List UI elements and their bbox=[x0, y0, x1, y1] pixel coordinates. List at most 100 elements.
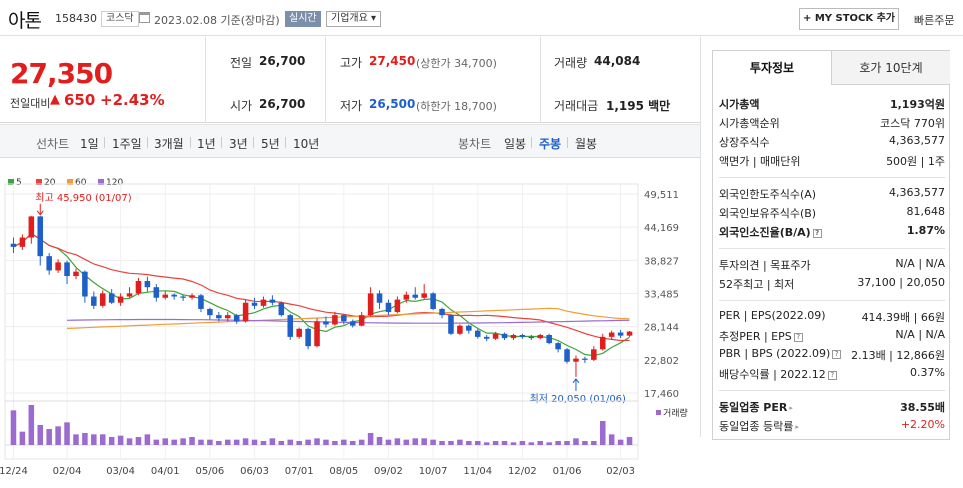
candle-body bbox=[564, 349, 570, 362]
info-value: 4,363,577 bbox=[889, 134, 945, 147]
divider bbox=[540, 37, 541, 123]
candle-body bbox=[376, 293, 383, 303]
volume-bar bbox=[314, 438, 320, 445]
help-icon[interactable]: ? bbox=[793, 333, 803, 342]
info-label-text: 시가총액 bbox=[719, 98, 760, 111]
price-summary: 27,350 전일대비 ▲ 650 +2.43% bbox=[0, 37, 700, 123]
info-value: 1.87% bbox=[906, 224, 945, 237]
period-3y[interactable]: 3년 bbox=[229, 137, 248, 151]
candle-body bbox=[537, 335, 544, 339]
volume-bar bbox=[546, 442, 552, 445]
candlestick-chart[interactable]: 17,460 22,802 28,144 33,485 38,827 44,169 49,5… bbox=[0, 159, 700, 488]
x-tick-label: 07/01 bbox=[285, 466, 314, 477]
candle-weekly[interactable]: 주봉 bbox=[539, 137, 562, 151]
info-label: 외국인한도주식수(A) bbox=[719, 186, 816, 202]
volume-bar bbox=[385, 439, 392, 445]
volume-bar bbox=[99, 434, 106, 445]
candle-chart-label: 봉차트 bbox=[458, 137, 492, 151]
candle-monthly[interactable]: 월봉 bbox=[575, 137, 598, 151]
candle-body bbox=[269, 299, 276, 303]
candle-body bbox=[332, 315, 338, 325]
legend-ma60: 60 bbox=[67, 178, 86, 188]
tab-orderbook[interactable]: 호가 10단계 bbox=[832, 51, 950, 85]
candle-body bbox=[626, 331, 633, 336]
y-tick-label: 38,827 bbox=[644, 256, 679, 267]
expand-icon[interactable]: ▸ bbox=[789, 404, 793, 412]
help-icon[interactable]: ? bbox=[832, 350, 842, 359]
info-label-text: 외국인소진율(B/A) bbox=[719, 226, 811, 239]
my-stock-add-button[interactable]: + MY STOCK 추가 bbox=[799, 8, 899, 30]
info-divider bbox=[719, 248, 945, 249]
quick-order-link[interactable]: 빠른주문 bbox=[914, 14, 955, 27]
volume-value: 44,084 bbox=[594, 54, 641, 68]
candle-body bbox=[55, 262, 61, 271]
volume-bar bbox=[117, 435, 124, 445]
info-label: 상장주식수 bbox=[719, 134, 770, 150]
legend-ma5: 5 bbox=[8, 178, 22, 188]
separator bbox=[221, 137, 222, 148]
calendar-icon bbox=[139, 12, 150, 23]
realtime-button[interactable]: 실시간 bbox=[285, 11, 321, 27]
divider bbox=[205, 37, 206, 123]
tab-invest-info[interactable]: 투자정보 bbox=[713, 51, 832, 85]
info-label: 시가총액 bbox=[719, 96, 759, 112]
info-value: 37,100 | 20,050 bbox=[857, 276, 945, 289]
expand-icon[interactable]: ▸ bbox=[795, 423, 799, 431]
legend-swatch bbox=[8, 179, 14, 185]
volume-bar bbox=[46, 429, 52, 445]
info-label: 액면가 | 매매단위 bbox=[719, 153, 801, 169]
volume-bar bbox=[403, 439, 410, 445]
max-price-label: 최고 45,950 (01/07) bbox=[35, 192, 131, 204]
stock-header: 아톤 158430 코스닥 2023.02.08 기준(장마감) 실시간 기업개… bbox=[0, 0, 963, 36]
help-icon[interactable]: ? bbox=[812, 229, 822, 238]
candle-body bbox=[28, 216, 35, 238]
high-value: 27,450 bbox=[369, 54, 416, 68]
period-3m[interactable]: 3개월 bbox=[154, 137, 184, 151]
info-label-text: 시가총액순위 bbox=[719, 117, 780, 130]
volume-bar bbox=[537, 441, 544, 445]
info-row-industry-change: 동일업종 등락률 ▸ +2.20% bbox=[719, 418, 945, 437]
up-arrow-icon: ▲ bbox=[50, 92, 60, 107]
volume-bar bbox=[287, 439, 294, 445]
candle-body bbox=[171, 294, 177, 297]
info-value: 414.39배 | 66원 bbox=[861, 311, 945, 324]
help-icon[interactable]: ? bbox=[827, 371, 837, 380]
period-5y[interactable]: 5년 bbox=[261, 137, 280, 151]
info-value: +2.20% bbox=[900, 418, 945, 431]
volume-bar bbox=[358, 439, 365, 445]
info-label: 외국인소진율(B/A)? bbox=[719, 224, 822, 240]
candle-body bbox=[46, 256, 52, 271]
info-label: PBR | BPS (2022.09)? bbox=[719, 347, 842, 360]
y-tick-label: 44,169 bbox=[644, 223, 679, 234]
info-value: 1,193억원 bbox=[889, 98, 945, 111]
volume-bar bbox=[198, 439, 204, 445]
info-row-est-per: 추정PER | EPS? N/A | N/A bbox=[719, 328, 945, 347]
period-1w[interactable]: 1주일 bbox=[112, 137, 142, 151]
candle-body bbox=[91, 296, 97, 306]
period-10y[interactable]: 10년 bbox=[293, 137, 320, 151]
company-overview-button[interactable]: 기업개요 ▾ bbox=[326, 11, 381, 27]
candle-body bbox=[99, 293, 106, 306]
ma120-line bbox=[66, 318, 630, 324]
volume-bar bbox=[367, 433, 374, 445]
x-tick-label: 02/03 bbox=[606, 466, 635, 477]
legend-ma20: 20 bbox=[36, 178, 55, 188]
candle-body bbox=[260, 299, 267, 306]
lower-limit: (하한가 18,700) bbox=[416, 100, 497, 113]
candle-body bbox=[278, 302, 285, 316]
candle-body bbox=[37, 216, 44, 257]
candle-daily[interactable]: 일봉 bbox=[504, 137, 527, 151]
info-row-market-cap: 시가총액 1,193억원 bbox=[719, 96, 945, 115]
change-rate: +2.43% bbox=[100, 91, 165, 109]
info-label: 투자의견 | 목표주가 bbox=[719, 257, 811, 273]
candle-body bbox=[546, 335, 552, 344]
period-1d[interactable]: 1일 bbox=[80, 137, 99, 151]
period-1y[interactable]: 1년 bbox=[197, 137, 216, 151]
info-label-text: 동일업종 PER bbox=[719, 401, 788, 414]
upper-limit: (상한가 34,700) bbox=[416, 57, 497, 70]
info-row-foreign-limit: 외국인한도주식수(A) 4,363,577 bbox=[719, 186, 945, 205]
volume-bar bbox=[394, 438, 401, 445]
x-tick-label: 12/24 bbox=[0, 466, 28, 477]
y-tick-label: 49,511 bbox=[644, 190, 679, 201]
low-value: 26,500 bbox=[369, 97, 416, 111]
